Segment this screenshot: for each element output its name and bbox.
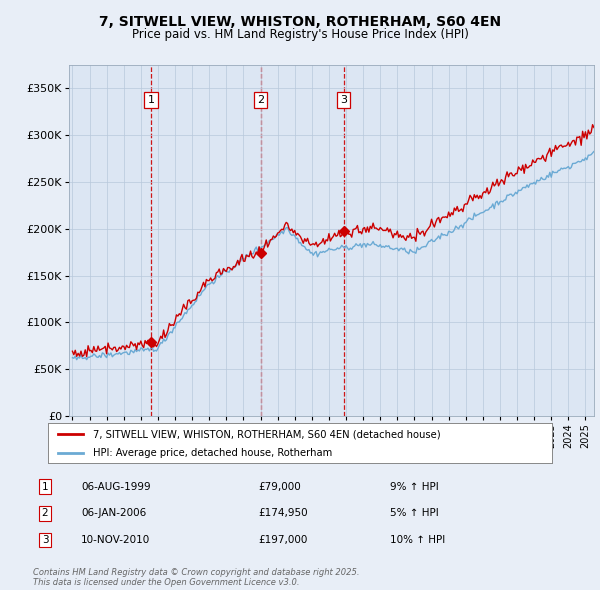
Text: £79,000: £79,000 — [258, 482, 301, 491]
Text: 7, SITWELL VIEW, WHISTON, ROTHERHAM, S60 4EN: 7, SITWELL VIEW, WHISTON, ROTHERHAM, S60… — [99, 15, 501, 29]
Text: 1: 1 — [41, 482, 49, 491]
Text: 5% ↑ HPI: 5% ↑ HPI — [390, 509, 439, 518]
Text: 3: 3 — [340, 95, 347, 105]
Text: 1: 1 — [148, 95, 154, 105]
Text: 06-AUG-1999: 06-AUG-1999 — [81, 482, 151, 491]
Text: HPI: Average price, detached house, Rotherham: HPI: Average price, detached house, Roth… — [94, 448, 332, 458]
Text: 9% ↑ HPI: 9% ↑ HPI — [390, 482, 439, 491]
Text: 10% ↑ HPI: 10% ↑ HPI — [390, 535, 445, 545]
Text: 2: 2 — [41, 509, 49, 518]
Text: £197,000: £197,000 — [258, 535, 307, 545]
Text: Price paid vs. HM Land Registry's House Price Index (HPI): Price paid vs. HM Land Registry's House … — [131, 28, 469, 41]
Text: £174,950: £174,950 — [258, 509, 308, 518]
Text: 3: 3 — [41, 535, 49, 545]
Text: 2: 2 — [257, 95, 264, 105]
Text: 10-NOV-2010: 10-NOV-2010 — [81, 535, 150, 545]
Text: Contains HM Land Registry data © Crown copyright and database right 2025.
This d: Contains HM Land Registry data © Crown c… — [33, 568, 359, 587]
Text: 06-JAN-2006: 06-JAN-2006 — [81, 509, 146, 518]
Text: 7, SITWELL VIEW, WHISTON, ROTHERHAM, S60 4EN (detached house): 7, SITWELL VIEW, WHISTON, ROTHERHAM, S60… — [94, 430, 441, 440]
